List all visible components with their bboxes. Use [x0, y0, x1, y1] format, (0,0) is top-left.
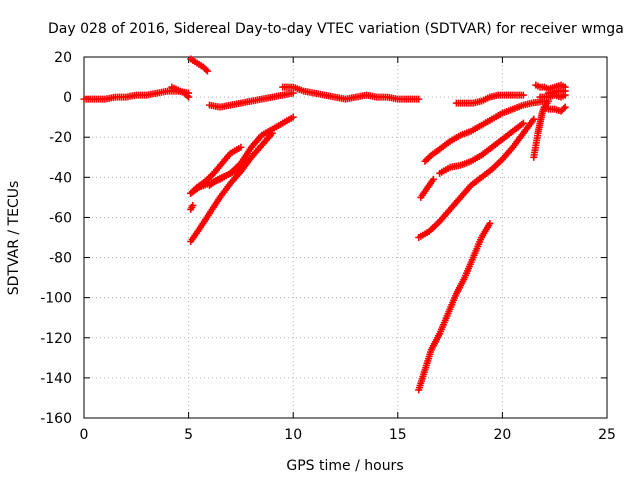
x-tick-label-4: 20: [493, 427, 511, 443]
data-point: [429, 175, 437, 183]
axis-ticks: 0 5 10 15 20 25 20 0 -20 -40 -60 -80 -100 -120 -140 -16…: [40, 50, 616, 443]
x-axis-label: GPS time / hours: [286, 458, 403, 474]
data-point: [289, 113, 297, 121]
y-tick-label-6: -100: [40, 291, 72, 307]
data-point: [202, 66, 210, 74]
x-tick-label-5: 25: [598, 427, 616, 443]
y-tick-label-4: -60: [49, 210, 72, 226]
data-point: [289, 89, 297, 97]
data-point: [561, 103, 569, 111]
y-tick-label-8: -140: [40, 371, 72, 387]
data-points: [80, 55, 569, 394]
data-point: [519, 91, 527, 99]
x-tick-label-0: 0: [80, 427, 89, 443]
data-point: [185, 93, 193, 101]
data-point: [415, 95, 423, 103]
data-point: [560, 104, 568, 112]
x-tick-label-3: 15: [389, 427, 407, 443]
y-tick-label-3: -40: [49, 170, 72, 186]
data-point: [239, 163, 247, 171]
y-tick-label-1: 0: [63, 90, 72, 106]
y-tick-label-0: 20: [54, 50, 72, 66]
data-point: [519, 119, 527, 127]
data-point: [561, 87, 569, 95]
chart-title: Day 028 of 2016, Sidereal Day-to-day VTE…: [48, 21, 624, 37]
data-point: [237, 143, 245, 151]
y-tick-label-7: -120: [40, 331, 72, 347]
x-tick-label-2: 10: [284, 427, 302, 443]
y-tick-label-5: -80: [49, 251, 72, 267]
grid-lines: [84, 57, 607, 418]
y-tick-label-2: -20: [49, 130, 72, 146]
data-point: [203, 67, 211, 75]
x-tick-label-1: 5: [184, 427, 193, 443]
data-point: [530, 115, 538, 123]
data-point: [183, 92, 191, 100]
data-point: [189, 201, 197, 209]
y-tick-label-9: -160: [40, 411, 72, 427]
data-point: [486, 219, 494, 227]
data-point: [268, 129, 276, 137]
y-axis-label: SDTVAR / TECUs: [6, 181, 22, 296]
plot-frame: [83, 56, 608, 419]
